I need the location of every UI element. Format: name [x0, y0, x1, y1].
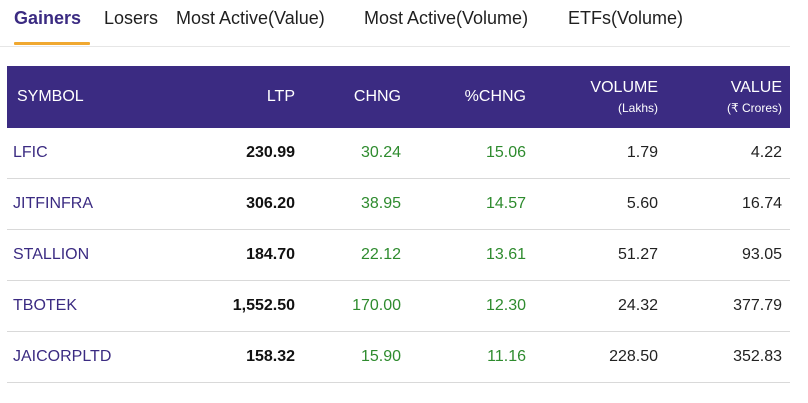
- volume-value: 24.32: [617, 297, 658, 314]
- tab-most-active-value[interactable]: Most Active(Value): [176, 8, 325, 28]
- header-volume-unit: (Lakhs): [617, 101, 658, 115]
- table-row[interactable]: STALLION 184.70 22.12 13.61 51.27 93.05: [7, 230, 790, 281]
- ltp-value: 158.32: [246, 348, 295, 365]
- symbol-link[interactable]: LFIC: [13, 144, 48, 161]
- volume-value: 228.50: [609, 348, 658, 365]
- volume-value: 51.27: [617, 246, 658, 263]
- percent-change-value: 15.06: [485, 144, 526, 161]
- symbol-link[interactable]: TBOTEK: [13, 297, 78, 314]
- ltp-value: 306.20: [246, 195, 295, 212]
- table-header: SYMBOL LTP CHNG %CHNG VOLUME (Lakhs) VAL…: [7, 66, 790, 128]
- change-value: 30.24: [360, 144, 401, 161]
- table-row[interactable]: LFIC 230.99 30.24 15.06 1.79 4.22: [7, 128, 790, 179]
- active-tab-indicator: [14, 42, 90, 45]
- gainers-table: SYMBOL LTP CHNG %CHNG VOLUME (Lakhs) VAL…: [7, 66, 790, 383]
- header-pchng[interactable]: %CHNG: [464, 88, 526, 105]
- volume-value: 1.79: [626, 144, 658, 161]
- header-value-unit: (₹ Crores): [727, 101, 782, 115]
- header-volume-label: VOLUME: [590, 79, 658, 96]
- tab-losers[interactable]: Losers: [104, 8, 159, 28]
- header-volume[interactable]: VOLUME (Lakhs): [590, 66, 658, 128]
- change-value: 22.12: [360, 246, 401, 263]
- traded-value: 352.83: [733, 348, 782, 365]
- header-value[interactable]: VALUE (₹ Crores): [727, 66, 782, 128]
- market-tabs: Gainers Losers Most Active(Value) Most A…: [0, 0, 790, 47]
- ltp-value: 1,552.50: [232, 297, 295, 314]
- table-row[interactable]: TBOTEK 1,552.50 170.00 12.30 24.32 377.7…: [7, 281, 790, 332]
- symbol-link[interactable]: JITFINFRA: [13, 195, 93, 212]
- volume-value: 5.60: [626, 195, 658, 212]
- tab-etfs-volume[interactable]: ETFs(Volume): [568, 8, 684, 28]
- header-chng[interactable]: CHNG: [353, 88, 401, 105]
- symbol-link[interactable]: STALLION: [13, 246, 90, 263]
- table-row[interactable]: JITFINFRA 306.20 38.95 14.57 5.60 16.74: [7, 179, 790, 230]
- header-symbol[interactable]: SYMBOL: [17, 88, 84, 105]
- traded-value: 93.05: [741, 246, 782, 263]
- header-value-label: VALUE: [730, 79, 782, 96]
- symbol-link[interactable]: JAICORPLTD: [13, 348, 112, 365]
- traded-value: 16.74: [741, 195, 782, 212]
- change-value: 170.00: [352, 297, 401, 314]
- change-value: 15.90: [360, 348, 401, 365]
- change-value: 38.95: [360, 195, 401, 212]
- ltp-value: 230.99: [246, 144, 295, 161]
- header-ltp[interactable]: LTP: [266, 88, 295, 105]
- tab-gainers[interactable]: Gainers: [14, 8, 82, 28]
- traded-value: 4.22: [750, 144, 782, 161]
- ltp-value: 184.70: [246, 246, 295, 263]
- percent-change-value: 11.16: [487, 348, 526, 365]
- table-row[interactable]: JAICORPLTD 158.32 15.90 11.16 228.50 352…: [7, 332, 790, 383]
- traded-value: 377.79: [733, 297, 782, 314]
- tab-most-active-volume[interactable]: Most Active(Volume): [364, 8, 529, 28]
- percent-change-value: 12.30: [485, 297, 526, 314]
- percent-change-value: 14.57: [485, 195, 526, 212]
- percent-change-value: 13.61: [485, 246, 526, 263]
